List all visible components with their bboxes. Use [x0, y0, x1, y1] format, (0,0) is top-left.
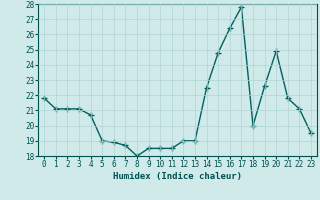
X-axis label: Humidex (Indice chaleur): Humidex (Indice chaleur)	[113, 172, 242, 181]
